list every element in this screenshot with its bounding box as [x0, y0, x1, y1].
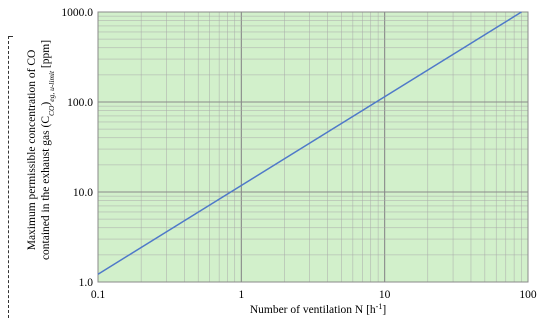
y-tick-label: 10.0	[73, 187, 93, 199]
y-tick-label: 100.0	[67, 97, 93, 109]
y-axis-title: Maximum permissible concentration of CO …	[26, 40, 56, 260]
x-tick-label: 100	[519, 289, 537, 301]
y-tick-labels: 1.0 10.0 100.0 1000.0	[61, 7, 93, 289]
y-axis-title-line-2: contained in the exhaust gas (CCO)eg, u-…	[40, 40, 56, 260]
x-axis-title: Number of ventilation N [h-1]	[250, 302, 386, 317]
y-axis-title-line-1: Maximum permissible concentration of CO	[26, 50, 38, 251]
series-line	[97, 11, 522, 275]
plot-area	[98, 12, 528, 282]
plot-frame	[97, 11, 529, 283]
dashed-bracket-line	[8, 36, 9, 318]
x-tick-label: 0.1	[91, 289, 106, 301]
x-tick-labels: 0.1 1 10 100	[91, 289, 537, 301]
x-tick-label: 10	[379, 289, 391, 301]
dashed-bracket-tick	[8, 36, 13, 37]
series-layer	[97, 11, 522, 275]
y-tick-label: 1000.0	[61, 7, 93, 19]
x-tick-label: 1	[238, 289, 244, 301]
y-tick-label: 1.0	[79, 277, 94, 289]
